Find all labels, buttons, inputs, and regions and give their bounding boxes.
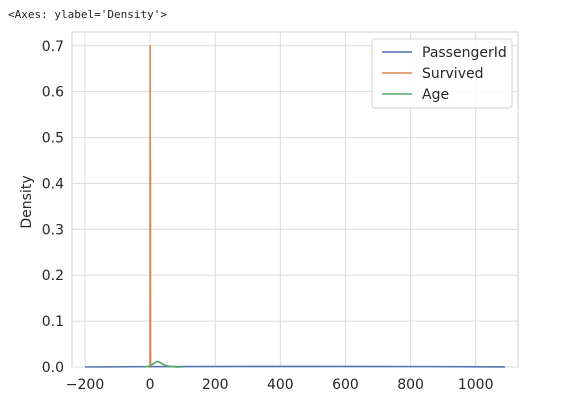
x-tick-label: 1000 [458, 377, 494, 393]
y-tick-label: 0.6 [42, 85, 64, 101]
series-lines [85, 44, 505, 368]
x-axis-ticks: −200 0 200 400 600 800 1000 [66, 377, 494, 393]
legend-label: PassengerId [422, 45, 507, 61]
y-tick-label: 0.0 [42, 360, 64, 376]
y-tick-label: 0.2 [42, 268, 64, 284]
x-tick-label: −200 [66, 377, 104, 393]
x-tick-label: 400 [267, 377, 294, 393]
y-tick-label: 0.1 [42, 314, 64, 330]
legend-label: Age [422, 87, 449, 103]
legend-label: Survived [422, 66, 483, 82]
y-axis-label: Density [19, 175, 35, 228]
series-line-survived [149, 44, 152, 368]
y-tick-label: 0.3 [42, 222, 64, 238]
x-tick-label: 600 [332, 377, 359, 393]
cell-output-text: <Axes: ylabel='Density'> [8, 8, 167, 21]
legend-box [371, 38, 513, 109]
series-line-age [143, 360, 183, 368]
legend: PassengerId Survived Age [371, 38, 513, 109]
y-tick-label: 0.5 [42, 131, 64, 147]
y-tick-label: 0.7 [42, 39, 64, 55]
x-tick-label: 800 [397, 377, 424, 393]
y-axis-ticks: 0.0 0.1 0.2 0.3 0.4 0.5 0.6 0.7 [42, 39, 64, 376]
x-tick-label: 0 [146, 377, 155, 393]
y-tick-label: 0.4 [42, 176, 64, 192]
x-tick-label: 200 [202, 377, 229, 393]
